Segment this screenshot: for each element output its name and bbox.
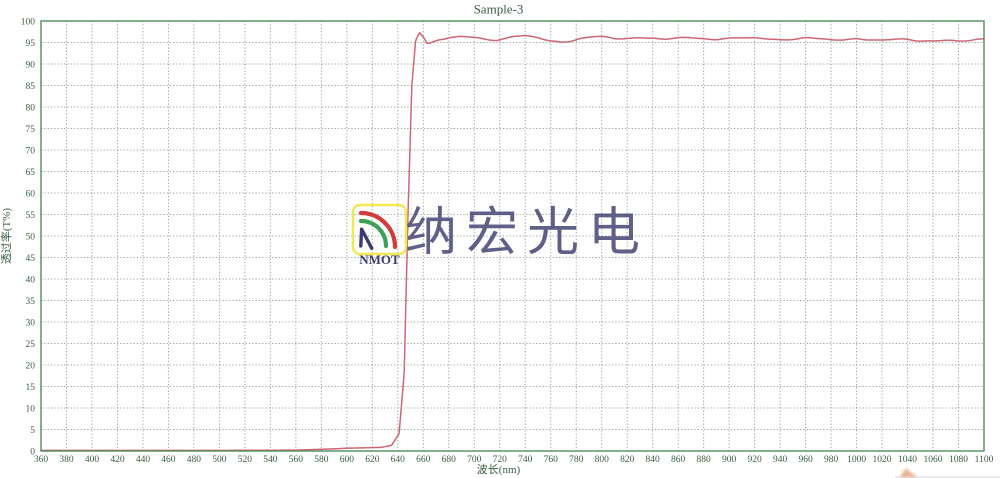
svg-text:860: 860 <box>671 455 686 465</box>
svg-text:440: 440 <box>136 455 151 465</box>
svg-text:680: 680 <box>442 455 457 465</box>
svg-text:65: 65 <box>26 168 36 178</box>
svg-text:20: 20 <box>26 361 36 371</box>
svg-text:640: 640 <box>391 455 406 465</box>
svg-text:90: 90 <box>26 60 36 70</box>
svg-text:1020: 1020 <box>873 455 892 465</box>
svg-text:480: 480 <box>187 455 202 465</box>
svg-text:800: 800 <box>595 455 610 465</box>
svg-text:纳宏光电: 纳宏光电 <box>405 204 649 262</box>
svg-text:580: 580 <box>314 455 329 465</box>
svg-text:980: 980 <box>824 455 839 465</box>
svg-text:780: 780 <box>569 455 584 465</box>
svg-text:35: 35 <box>26 297 36 307</box>
svg-text:1040: 1040 <box>898 455 917 465</box>
svg-text:1000: 1000 <box>847 455 866 465</box>
svg-text:40: 40 <box>26 275 36 285</box>
svg-text:460: 460 <box>161 455 176 465</box>
svg-text:透过率(T%): 透过率(T%) <box>0 208 13 265</box>
svg-text:55: 55 <box>26 211 36 221</box>
svg-text:660: 660 <box>416 455 431 465</box>
svg-text:620: 620 <box>365 455 380 465</box>
svg-text:15: 15 <box>26 383 36 393</box>
svg-text:75: 75 <box>26 125 36 135</box>
svg-text:80: 80 <box>26 103 36 113</box>
svg-text:85: 85 <box>26 82 36 92</box>
svg-text:1100: 1100 <box>975 455 994 465</box>
svg-text:5: 5 <box>30 426 35 436</box>
svg-text:25: 25 <box>26 340 36 350</box>
svg-text:560: 560 <box>289 455 304 465</box>
svg-text:820: 820 <box>620 455 635 465</box>
svg-text:960: 960 <box>798 455 813 465</box>
svg-text:920: 920 <box>747 455 762 465</box>
svg-text:940: 940 <box>773 455 788 465</box>
svg-text:95: 95 <box>26 39 36 49</box>
svg-text:840: 840 <box>646 455 661 465</box>
svg-text:70: 70 <box>26 146 36 156</box>
svg-text:900: 900 <box>722 455 737 465</box>
svg-text:1080: 1080 <box>949 455 968 465</box>
svg-text:10: 10 <box>26 404 36 414</box>
svg-text:波长(nm): 波长(nm) <box>477 463 521 476</box>
svg-text:500: 500 <box>212 455 227 465</box>
svg-text:30: 30 <box>26 318 36 328</box>
svg-text:50: 50 <box>26 232 36 242</box>
svg-text:760: 760 <box>544 455 559 465</box>
svg-text:45: 45 <box>26 254 36 264</box>
svg-text:540: 540 <box>263 455 278 465</box>
svg-text:880: 880 <box>697 455 712 465</box>
svg-text:380: 380 <box>59 455 74 465</box>
svg-text:60: 60 <box>26 189 36 199</box>
svg-text:600: 600 <box>340 455 355 465</box>
svg-text:520: 520 <box>238 455 253 465</box>
svg-text:1060: 1060 <box>924 455 943 465</box>
svg-text:100: 100 <box>21 17 36 27</box>
svg-text:NMOT: NMOT <box>359 252 400 267</box>
svg-text:Sample-3: Sample-3 <box>474 2 524 17</box>
svg-text:420: 420 <box>110 455 125 465</box>
svg-text:400: 400 <box>85 455 100 465</box>
svg-text:360: 360 <box>34 455 49 465</box>
svg-text:740: 740 <box>518 455 533 465</box>
